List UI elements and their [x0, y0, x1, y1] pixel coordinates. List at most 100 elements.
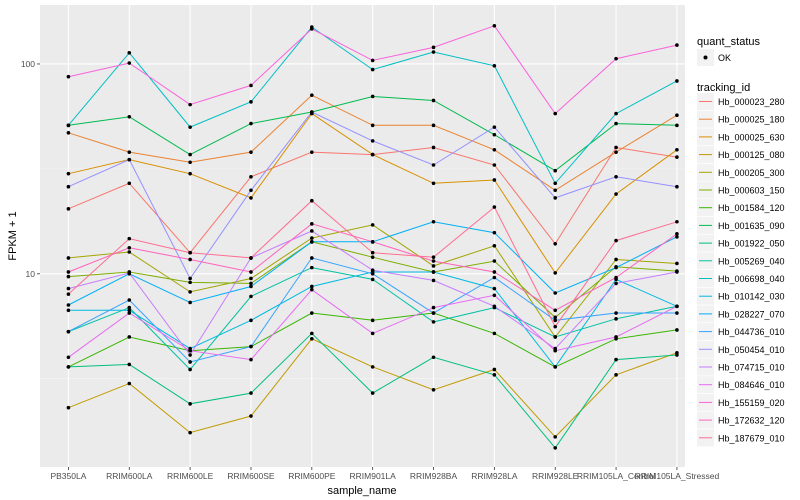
data-point [431, 255, 436, 259]
data-point [675, 328, 679, 332]
data-point [614, 174, 618, 179]
data-point [431, 355, 436, 360]
data-point [66, 329, 71, 334]
legend-label: Hb_000025_630 [718, 132, 785, 142]
data-point [675, 113, 679, 117]
data-point [127, 381, 132, 386]
data-point [188, 152, 192, 157]
data-point [127, 250, 132, 254]
data-point [249, 391, 253, 395]
data-point [249, 270, 253, 274]
data-point [66, 74, 71, 79]
data-point [553, 168, 558, 173]
data-point [310, 150, 314, 154]
data-point [310, 284, 314, 289]
legend-label: Hb_006698_040 [718, 274, 785, 284]
data-point [249, 284, 253, 289]
data-point [614, 121, 618, 126]
x-tick-label: RRIM928BA [410, 471, 458, 481]
data-point [310, 240, 314, 244]
data-point [188, 276, 192, 281]
point-icon [703, 55, 708, 60]
data-point [188, 402, 192, 406]
data-point [249, 100, 253, 104]
data-point [188, 430, 192, 435]
data-point [310, 331, 314, 336]
legend-label: Hb_001584_120 [718, 203, 785, 213]
data-point [66, 274, 71, 279]
data-point [675, 184, 679, 189]
data-point [188, 257, 192, 262]
legend-label: Hb_050454_010 [718, 345, 785, 355]
data-point [127, 115, 132, 119]
data-point [492, 331, 497, 336]
data-point [492, 64, 497, 68]
data-point [310, 222, 314, 226]
data-point [614, 311, 618, 315]
data-point [310, 198, 314, 203]
data-point [249, 256, 253, 260]
y-tick-label: 100 [21, 59, 35, 69]
data-point [431, 145, 436, 150]
data-point [614, 335, 618, 339]
data-point [675, 79, 679, 83]
data-point [310, 236, 314, 240]
data-point [675, 270, 679, 274]
data-point [553, 335, 558, 339]
data-point [127, 236, 132, 241]
data-point [188, 102, 192, 107]
data-point [249, 357, 253, 362]
data-point [370, 365, 375, 369]
data-point [249, 121, 253, 126]
data-point [431, 181, 436, 186]
data-point [370, 277, 375, 282]
data-point [370, 255, 375, 259]
data-point [553, 111, 558, 116]
x-tick-label: RRIM600SE [227, 471, 275, 481]
data-point [66, 270, 71, 274]
data-point [614, 56, 618, 61]
data-point [431, 311, 436, 315]
data-point [370, 139, 375, 143]
data-point [66, 171, 71, 176]
data-point [249, 318, 253, 323]
legend-label: Hb_000603_150 [718, 186, 785, 196]
data-point [127, 298, 132, 302]
data-point [492, 24, 497, 28]
data-point [492, 243, 497, 248]
data-point [614, 357, 618, 362]
data-point [188, 290, 192, 294]
data-point [431, 264, 436, 268]
legend-label: Hb_005269_040 [718, 256, 785, 266]
data-point [614, 281, 618, 286]
data-point [553, 308, 558, 313]
data-point [614, 145, 618, 150]
legend-label: Hb_000125_080 [718, 150, 785, 160]
data-point [188, 250, 192, 255]
legend-label: Hb_028227_070 [718, 309, 785, 319]
data-point [675, 123, 679, 128]
data-point [188, 348, 192, 353]
data-point [675, 353, 679, 357]
legend-label: Hb_155159_020 [718, 398, 785, 408]
gridlines [40, 5, 685, 467]
x-tick-label: RRIM105LA_Control [577, 471, 656, 481]
data-point [492, 178, 497, 182]
data-point [492, 373, 497, 377]
data-point [188, 360, 192, 364]
data-point [370, 223, 375, 227]
data-point [249, 188, 253, 193]
data-point [188, 160, 192, 165]
data-point [310, 93, 314, 97]
data-point [614, 373, 618, 377]
data-point [614, 150, 618, 154]
data-point [614, 192, 618, 196]
legend-label: Hb_000025_180 [718, 115, 785, 125]
x-axis-title: sample_name [327, 485, 396, 497]
data-point [431, 278, 436, 283]
data-point [675, 219, 679, 224]
data-point [553, 291, 558, 295]
data-point [370, 58, 375, 63]
data-point [127, 271, 132, 275]
data-point [370, 123, 375, 128]
